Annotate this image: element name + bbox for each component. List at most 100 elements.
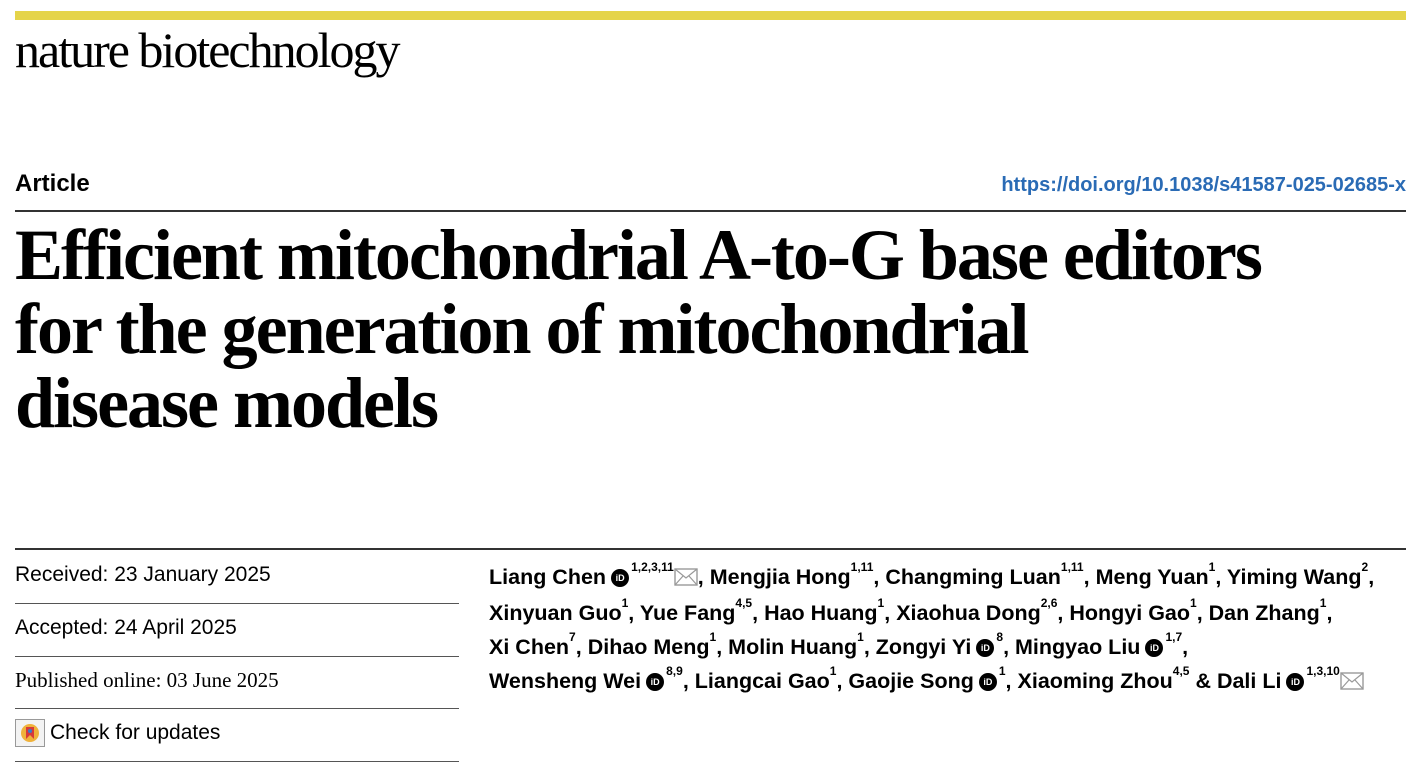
author-name[interactable]: Dali Li [1216,669,1282,693]
author-name[interactable]: Wensheng Wei [489,669,642,693]
author-separator: , [1057,601,1070,625]
author-entry[interactable]: Zongyi Yi iD8 [875,630,1003,659]
author-name[interactable]: Xi Chen [489,635,570,659]
author-name[interactable]: Xinyuan Guo [489,601,622,625]
affiliation-superscript: 1,11 [1060,560,1084,574]
author-name[interactable]: Dan Zhang [1208,601,1320,625]
author-entry[interactable]: Xiaohua Dong2,6 [896,596,1057,625]
author-name[interactable]: Mengjia Hong [709,565,851,589]
author-entry[interactable]: Yiming Wang2 [1226,560,1368,589]
journal-logo[interactable]: nature biotechnology [15,22,400,78]
author-entry[interactable]: Wensheng Wei iD8,9 [489,664,683,693]
author-entry[interactable]: Mingyao Liu iD1,7 [1015,630,1182,659]
affiliation-superscript: 1 [877,596,885,610]
author-separator: , [1005,669,1018,693]
author-separator: , [1083,565,1096,589]
envelope-icon[interactable] [1340,666,1364,700]
content-divider [15,548,1406,550]
affiliation-superscript: 1 [709,630,717,644]
accepted-date: Accepted: 24 April 2025 [15,616,237,639]
author-entry[interactable]: Gaojie Song iD1 [848,664,1005,693]
affiliation-superscript: 1 [857,630,864,644]
affiliation-superscript: 1 [998,664,1006,678]
author-name[interactable]: Hongyi Gao [1069,601,1191,625]
author-name[interactable]: Changming Luan [885,565,1061,589]
header-divider [15,210,1406,212]
affiliation-superscript: 1 [1190,596,1197,610]
orcid-icon[interactable]: iD [611,569,630,588]
published-date: Published online: 03 June 2025 [15,668,279,692]
author-separator: , [836,669,849,693]
author-separator: , [575,635,588,659]
author-separator: , [1368,565,1375,589]
author-name[interactable]: Meng Yuan [1095,565,1209,589]
affiliation-superscript: 4,5 [735,596,753,610]
author-entry[interactable]: Liang Chen iD1,2,3,11 [489,560,698,589]
author-entry[interactable]: Xi Chen7 [489,630,576,659]
affiliation-superscript: 4,5 [1172,664,1190,678]
affiliation-superscript: 1,7 [1165,630,1183,644]
article-type-label: Article [15,170,90,197]
author-separator: , [1326,601,1333,625]
author-separator: , [1215,565,1227,589]
author-name[interactable]: Mingyao Liu [1015,635,1141,659]
author-entry[interactable]: Xiaoming Zhou4,5 [1017,664,1190,693]
author-entry[interactable]: Dihao Meng1 [587,630,717,659]
author-entry[interactable]: Changming Luan1,11 [885,560,1083,589]
author-entry[interactable]: Liangcai Gao1 [694,664,837,693]
affiliation-superscript: 1,2,3,11 [631,560,674,574]
doi-link[interactable]: https://doi.org/10.1038/s41587-025-02685… [1001,174,1406,196]
check-for-updates-label: Check for updates [50,721,221,744]
author-entry[interactable]: Dan Zhang1 [1208,596,1327,625]
author-name[interactable]: Xiaohua Dong [896,601,1041,625]
author-name[interactable]: Liangcai Gao [694,669,830,693]
author-separator: , [884,601,897,625]
orcid-icon[interactable]: iD [1145,639,1164,658]
author-name[interactable]: Gaojie Song [848,669,974,693]
orcid-icon[interactable]: iD [1286,673,1305,692]
affiliation-superscript: 1 [621,596,629,610]
author-name[interactable]: Xiaoming Zhou [1017,669,1173,693]
check-for-updates-button[interactable]: Check for updates [15,719,459,747]
affiliation-superscript: 1 [829,664,837,678]
author-name[interactable]: Yiming Wang [1226,565,1362,589]
affiliation-superscript: 2,6 [1040,596,1058,610]
divider [15,708,459,709]
author-name[interactable]: Liang Chen [489,565,607,589]
author-separator: & [1189,669,1217,693]
author-name[interactable]: Hao Huang [764,601,878,625]
author-entry[interactable]: Mengjia Hong1,11 [709,560,874,589]
author-separator: , [1003,635,1016,659]
article-title: Efficient mitochondrial A-to-G base edit… [15,218,1405,440]
author-name[interactable]: Dihao Meng [587,635,710,659]
title-line: Efficient mitochondrial A-to-G base edit… [15,215,1263,295]
affiliation-superscript: 1,3,10 [1306,664,1340,678]
author-entry[interactable]: Yue Fang4,5 [639,596,752,625]
orcid-icon[interactable]: iD [976,639,995,658]
orcid-icon[interactable]: iD [978,673,997,692]
orcid-icon[interactable]: iD [646,673,665,692]
affiliation-superscript: 1 [1208,560,1216,574]
author-entry[interactable]: Xinyuan Guo1 [489,596,628,625]
crossmark-icon [15,719,45,747]
affiliation-superscript: 1,11 [850,560,874,574]
author-entry[interactable]: Hongyi Gao1 [1069,596,1196,625]
author-name[interactable]: Yue Fang [639,601,736,625]
author-separator: , [1182,635,1189,659]
author-name[interactable]: Molin Huang [728,635,858,659]
envelope-icon[interactable] [674,562,698,596]
author-separator: , [873,565,886,589]
affiliation-superscript: 1 [1319,596,1327,610]
author-separator: , [752,601,765,625]
author-entry[interactable]: Hao Huang1 [764,596,884,625]
author-entry[interactable]: Meng Yuan1 [1095,560,1216,589]
author-separator: , [1196,601,1209,625]
journal-accent-bar [15,11,1406,20]
author-entry[interactable]: Molin Huang1 [728,630,864,659]
title-line: for the generation of mitochondrial [15,289,1030,369]
affiliation-superscript: 8,9 [666,664,683,678]
author-name[interactable]: Zongyi Yi [875,635,972,659]
author-entry[interactable]: Dali Li iD1,3,10 [1216,664,1364,693]
title-line: disease models [15,363,439,443]
divider [15,603,459,604]
